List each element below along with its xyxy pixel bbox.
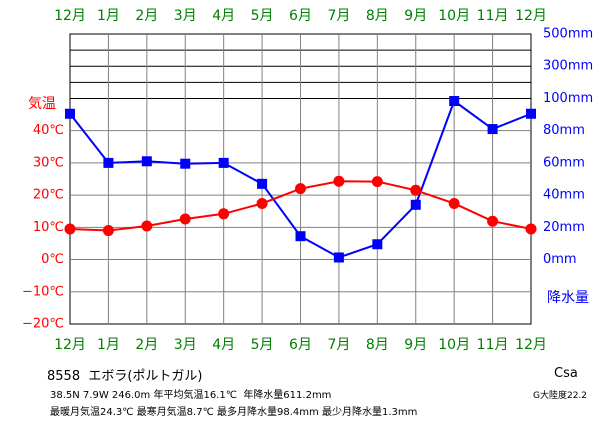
month-label-bottom: 7月: [327, 337, 350, 353]
temp-point: [448, 197, 460, 209]
precip-point: [257, 178, 268, 189]
month-label-bottom: 1月: [97, 337, 120, 353]
precip-tick-label: 100mm: [543, 91, 593, 106]
month-label-top: 12月: [54, 8, 86, 24]
temp-axis-title: 気温: [28, 96, 56, 112]
temp-point: [410, 184, 422, 196]
temp-point: [525, 223, 537, 235]
temp-point: [487, 215, 499, 227]
month-label-bottom: 2月: [135, 337, 158, 353]
precip-point: [141, 156, 152, 167]
month-label-bottom: 5月: [251, 337, 274, 353]
climate-class: Csa: [554, 366, 578, 381]
month-label-bottom: 10月: [438, 337, 470, 353]
precip-tick-label: 0mm: [543, 252, 577, 267]
month-label-bottom: 12月: [515, 337, 547, 353]
station-title: 8558 エボラ(ポルトガル): [47, 365, 203, 384]
wettest-month: 最多月降水量98.4mm: [217, 407, 319, 418]
precip-tick-label: 300mm: [543, 59, 593, 74]
month-label-bottom: 11月: [477, 337, 509, 353]
month-label-bottom: 4月: [212, 337, 235, 353]
temp-point: [64, 223, 76, 235]
precip-point: [180, 158, 191, 169]
month-label-top: 1月: [97, 8, 120, 24]
month-label-top: 3月: [174, 8, 197, 24]
precip-point: [218, 157, 229, 168]
temp-tick-label: −10℃: [22, 284, 64, 299]
precip-point: [103, 157, 114, 168]
precip-tick-label: 60mm: [543, 155, 585, 170]
precip-axis-title: 降水量: [547, 290, 589, 306]
station-coords: 38.5N 7.9W 246.0m: [50, 390, 151, 401]
precip-point: [295, 231, 306, 242]
annual-precip: 年降水量611.2mm: [243, 390, 332, 401]
precip-tick-label: 80mm: [543, 123, 585, 138]
continentality: G大陸度22.2: [533, 391, 588, 401]
month-label-top: 8月: [366, 8, 389, 24]
temp-point: [141, 220, 153, 232]
precip-point: [65, 108, 75, 119]
station-stats-line2: 最暖月気温24.3℃ 最寒月気温8.7℃ 最多月降水量98.4mm 最少月降水量…: [50, 403, 417, 418]
station-id: 8558: [47, 369, 81, 384]
month-label-top: 4月: [212, 8, 235, 24]
month-label-top: 2月: [135, 8, 158, 24]
month-label-bottom: 3月: [174, 337, 197, 353]
month-label-top: 5月: [251, 8, 274, 24]
precip-point: [449, 96, 460, 107]
station-stats-line1: 38.5N 7.9W 246.0m 年平均気温16.1℃ 年降水量611.2mm: [50, 386, 331, 401]
temp-point: [179, 213, 191, 225]
temp-tick-label: 30℃: [33, 155, 64, 170]
annual-temp: 年平均気温16.1℃: [153, 390, 237, 401]
month-label-top: 12月: [515, 8, 547, 24]
warmest-month: 最暖月気温24.3℃: [50, 407, 134, 418]
precip-tick-label: 40mm: [543, 188, 585, 203]
month-label-top: 6月: [289, 8, 312, 24]
precip-tick-label: 500mm: [543, 27, 593, 42]
temp-point: [295, 183, 306, 195]
temp-tick-label: 20℃: [33, 188, 64, 203]
precip-point: [526, 108, 536, 119]
month-label-top: 9月: [404, 8, 427, 24]
month-label-bottom: 6月: [289, 337, 312, 353]
precip-point: [487, 124, 498, 135]
month-label-top: 7月: [327, 8, 350, 24]
precip-point: [372, 239, 383, 250]
temp-point: [371, 176, 383, 188]
coldest-month: 最寒月気温8.7℃: [136, 407, 214, 418]
temp-tick-label: 40℃: [33, 123, 64, 138]
station-name: エボラ(ポルトガル): [88, 369, 203, 384]
temp-point: [256, 197, 268, 209]
precip-point: [333, 252, 344, 263]
month-label-top: 11月: [477, 8, 509, 24]
month-label-top: 10月: [438, 8, 470, 24]
temp-tick-label: 0℃: [41, 252, 64, 267]
temp-point: [333, 175, 345, 187]
driest-month: 最少月降水量1.3mm: [321, 407, 418, 418]
temp-point: [218, 208, 230, 220]
month-label-bottom: 12月: [54, 337, 86, 353]
precip-point: [410, 199, 421, 210]
temp-point: [102, 225, 114, 237]
month-label-bottom: 9月: [404, 337, 427, 353]
temp-tick-label: 10℃: [33, 220, 64, 235]
temp-tick-label: −20℃: [22, 317, 64, 332]
precip-tick-label: 20mm: [543, 220, 585, 235]
month-label-bottom: 8月: [366, 337, 389, 353]
